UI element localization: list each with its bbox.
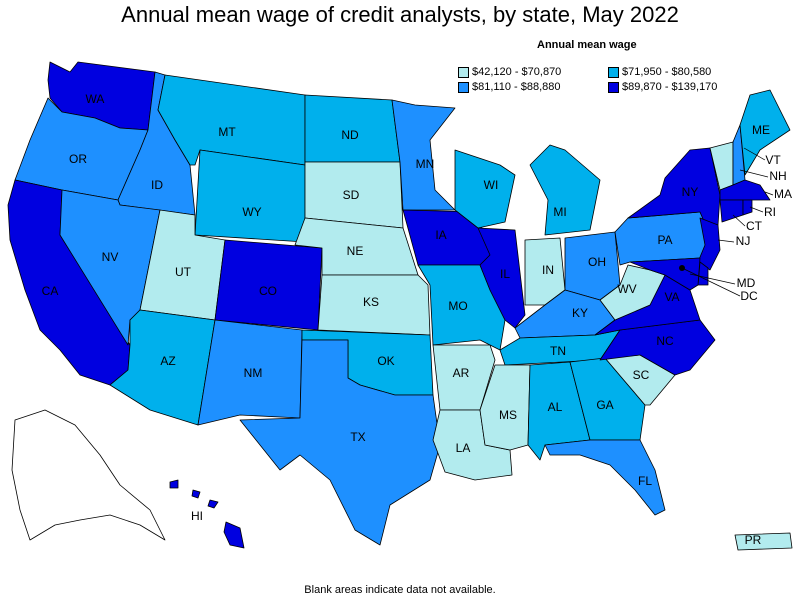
state-MN[interactable] xyxy=(391,99,456,211)
label-IL: IL xyxy=(500,267,510,281)
state-AR[interactable] xyxy=(432,344,496,411)
label-OH: OH xyxy=(588,255,606,269)
state-WI[interactable] xyxy=(454,149,516,229)
label-AR: AR xyxy=(453,366,470,380)
label-IA: IA xyxy=(435,228,446,242)
label-KY: KY xyxy=(572,306,588,320)
state-IL[interactable] xyxy=(477,227,526,329)
label-HI: HI xyxy=(191,509,203,523)
label-MS: MS xyxy=(499,408,517,422)
label-ME: ME xyxy=(752,123,770,137)
legend-swatch xyxy=(608,66,619,78)
label-NM: NM xyxy=(244,366,263,380)
label-PR: PR xyxy=(745,533,762,547)
legend-item: $42,120 - $70,870 xyxy=(458,66,561,78)
state-NM[interactable] xyxy=(197,319,303,426)
label-UT: UT xyxy=(175,265,192,279)
label-GA: GA xyxy=(596,398,613,412)
label-TX: TX xyxy=(350,430,365,444)
label-ND: ND xyxy=(341,128,359,142)
label-MN: MN xyxy=(416,157,435,171)
label-CT: CT xyxy=(746,219,763,233)
state-MI[interactable] xyxy=(529,144,601,236)
state-PR[interactable] xyxy=(734,532,793,551)
legend-label: $71,950 - $80,580 xyxy=(622,66,712,78)
label-SC: SC xyxy=(633,368,650,382)
state-CT[interactable] xyxy=(719,199,744,223)
label-AL: AL xyxy=(548,400,563,414)
label-SD: SD xyxy=(343,188,360,202)
label-CA: CA xyxy=(42,284,59,298)
label-NY: NY xyxy=(682,185,699,199)
state-WY[interactable] xyxy=(194,149,306,243)
legend-label: $89,870 - $139,170 xyxy=(622,81,718,93)
legend-item: $89,870 - $139,170 xyxy=(608,81,717,93)
legend-label: $81,110 - $88,880 xyxy=(472,81,561,93)
state-ME[interactable] xyxy=(739,89,791,176)
label-RI: RI xyxy=(764,205,776,219)
state-AK[interactable] xyxy=(11,409,166,541)
state-HI[interactable] xyxy=(169,479,245,549)
label-ID: ID xyxy=(151,178,163,192)
label-WA: WA xyxy=(86,92,105,106)
label-DC: DC xyxy=(740,289,758,303)
label-TN: TN xyxy=(550,344,566,358)
label-MD: MD xyxy=(737,276,756,290)
map-title: Annual mean wage of credit analysts, by … xyxy=(121,2,679,27)
label-OK: OK xyxy=(377,354,394,368)
state-KS[interactable] xyxy=(317,274,431,336)
label-MO: MO xyxy=(448,299,467,313)
legend-title: Annual mean wage xyxy=(537,39,637,51)
label-FL: FL xyxy=(638,474,652,488)
label-NC: NC xyxy=(656,334,674,348)
label-NE: NE xyxy=(347,244,364,258)
legend-item: $81,110 - $88,880 xyxy=(458,81,560,93)
label-OR: OR xyxy=(69,152,87,166)
label-NV: NV xyxy=(102,250,119,264)
state-RI[interactable] xyxy=(742,199,753,216)
legend-swatch xyxy=(458,81,469,93)
label-WI: WI xyxy=(484,178,499,192)
label-VA: VA xyxy=(664,290,679,304)
legend-swatch xyxy=(608,81,619,93)
label-PA: PA xyxy=(657,233,672,247)
label-CO: CO xyxy=(259,284,277,298)
footnote: Blank areas indicate data not available. xyxy=(304,584,496,596)
label-NJ: NJ xyxy=(736,234,751,248)
label-MA: MA xyxy=(774,187,792,201)
legend-item: $71,950 - $80,580 xyxy=(608,66,711,78)
state-GA[interactable] xyxy=(569,357,646,441)
leader-lines xyxy=(681,147,774,297)
label-MI: MI xyxy=(553,205,566,219)
legend-label: $42,120 - $70,870 xyxy=(472,66,562,78)
state-NJ[interactable] xyxy=(697,217,721,271)
state-FL[interactable] xyxy=(544,439,666,516)
label-KS: KS xyxy=(363,295,379,309)
label-VT: VT xyxy=(765,153,781,167)
label-MT: MT xyxy=(218,125,236,139)
state-TX[interactable] xyxy=(239,339,441,546)
label-IN: IN xyxy=(542,263,554,277)
label-WY: WY xyxy=(242,205,261,219)
label-WV: WV xyxy=(617,282,636,296)
label-AZ: AZ xyxy=(160,354,175,368)
legend-swatch xyxy=(458,66,469,78)
label-NH: NH xyxy=(769,169,786,183)
label-LA: LA xyxy=(456,441,471,455)
